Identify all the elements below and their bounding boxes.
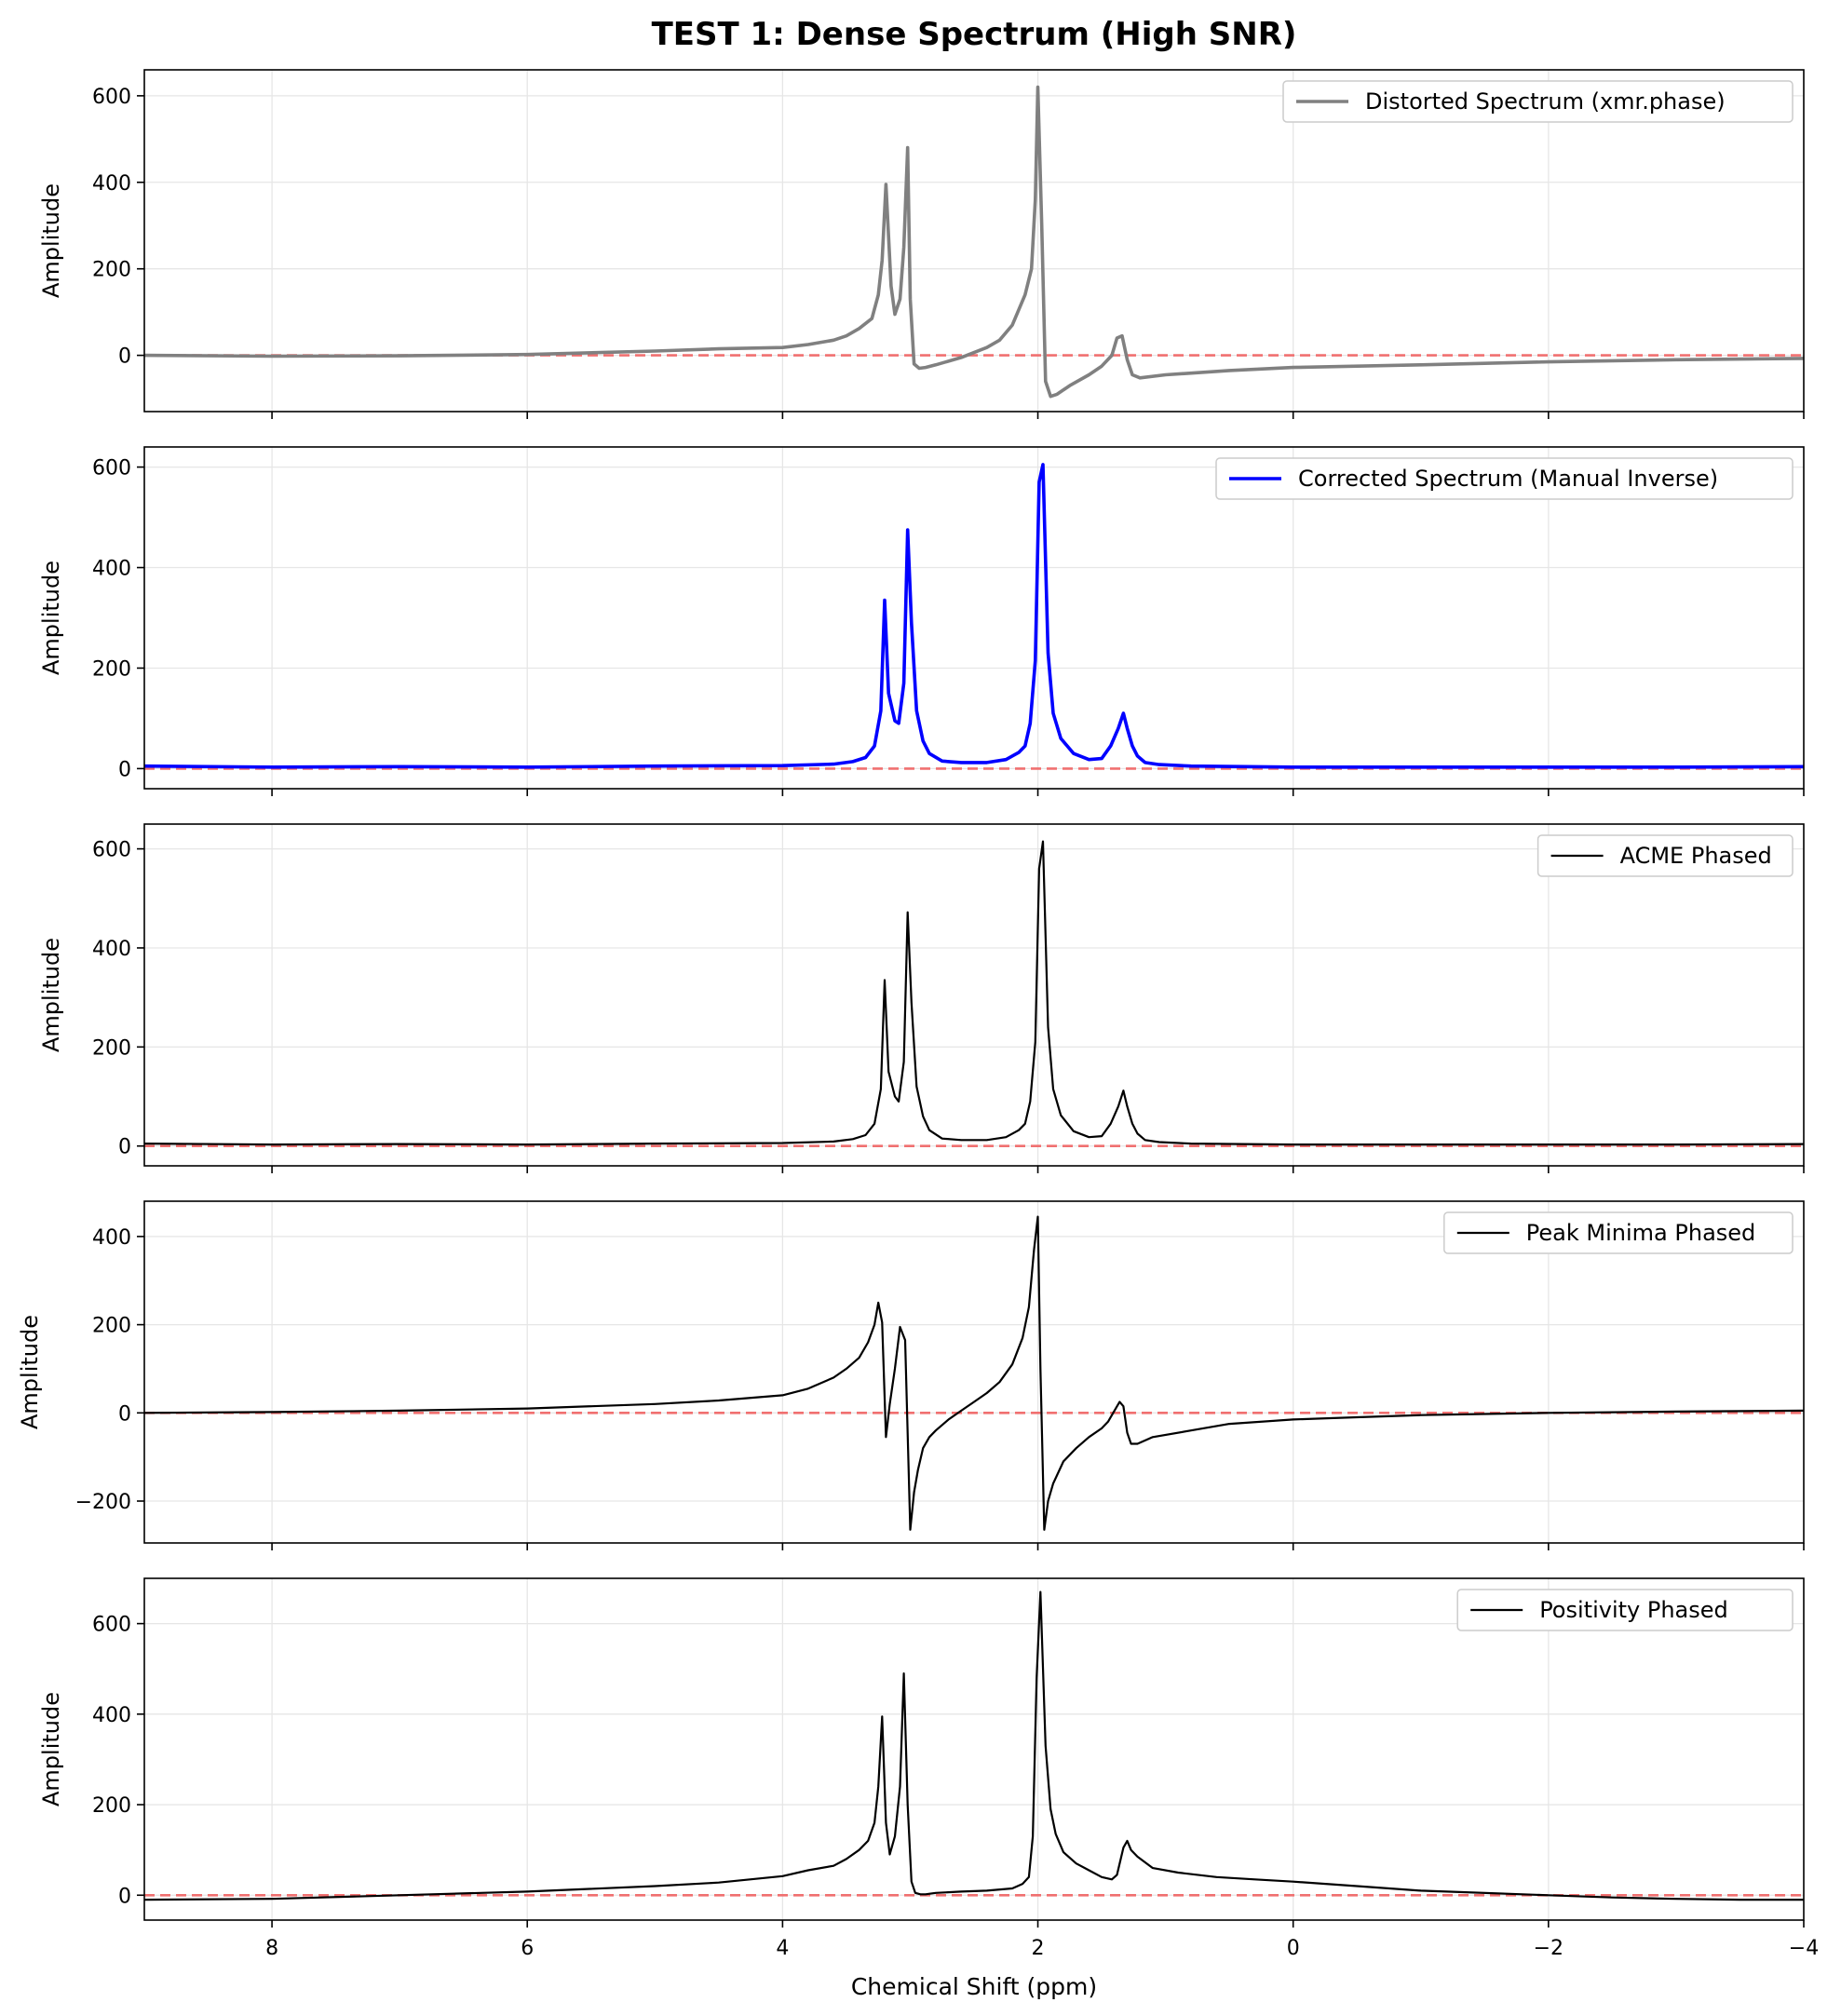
x-axis-label: Chemical Shift (ppm)	[851, 1973, 1097, 2000]
axes-frame	[143, 69, 1805, 413]
y-axis-label: Amplitude	[17, 1315, 43, 1429]
y-axis-label: Amplitude	[38, 1692, 64, 1806]
axes-frame	[143, 446, 1805, 790]
legend-label: Corrected Spectrum (Manual Inverse)	[1298, 466, 1718, 492]
y-tick-label: 600	[92, 839, 131, 862]
series-line	[143, 85, 1805, 399]
x-tick-label: 4	[776, 1937, 789, 1960]
panel-1: 0 200 400 600 Amplitude Distorted Spectrum (x…	[38, 69, 1805, 419]
legend-box	[1215, 457, 1794, 500]
legend-box	[1536, 834, 1794, 877]
axes-frame	[143, 823, 1805, 1167]
y-tick-label: 400	[92, 938, 131, 961]
x-tick-label: 8	[265, 1937, 278, 1960]
legend-box	[1282, 80, 1794, 123]
y-tick-label: 400	[92, 558, 131, 581]
series-line	[143, 840, 1805, 1146]
y-tick-label: 0	[118, 758, 131, 781]
legend-box	[1443, 1211, 1794, 1254]
series-line	[143, 1590, 1804, 1901]
y-tick-label: 600	[92, 1614, 131, 1637]
y-tick-label: 0	[118, 345, 131, 369]
figure-title: TEST 1: Dense Spectrum (High SNR)	[652, 16, 1297, 53]
x-tick-label: 0	[1287, 1937, 1300, 1960]
y-tick-label: 200	[92, 657, 131, 681]
y-tick-label: 200	[92, 1794, 131, 1818]
legend-label: Peak Minima Phased	[1526, 1220, 1755, 1246]
y-tick-label: 200	[92, 1315, 131, 1338]
y-axis-label: Amplitude	[38, 183, 64, 298]
y-tick-label: 600	[92, 86, 131, 109]
legend-label: Positivity Phased	[1539, 1597, 1728, 1623]
y-tick-label: 400	[92, 172, 131, 196]
panel-5: 0 200 400 600 8 6 4 2 0 −2 −4 Amplitude Positivity P…	[38, 1577, 1819, 1960]
y-tick-label: 400	[92, 1704, 131, 1727]
panel-2: 0 200 400 600 Amplitude Corrected Spectrum (M…	[38, 446, 1805, 796]
y-tick-label: 200	[92, 1036, 131, 1060]
legend-label: Distorted Spectrum (xmr.phase)	[1365, 88, 1726, 115]
panel-4: −200 0 200 400 Amplitude Peak Minima Phased	[17, 1200, 1805, 1550]
y-tick-label: 0	[118, 1402, 131, 1426]
series-line	[143, 1215, 1805, 1531]
x-tick-label: −4	[1789, 1937, 1819, 1960]
panel-3: 0 200 400 600 Amplitude ACME Phased	[38, 823, 1805, 1173]
series-line	[143, 463, 1805, 769]
y-tick-label: 600	[92, 457, 131, 480]
x-tick-label: 6	[521, 1937, 534, 1960]
y-tick-label: 400	[92, 1226, 131, 1250]
y-axis-label: Amplitude	[38, 938, 64, 1052]
legend-box	[1456, 1589, 1794, 1631]
x-tick-label: 2	[1032, 1937, 1045, 1960]
y-tick-label: 0	[118, 1136, 131, 1159]
y-tick-label: 200	[92, 259, 131, 282]
y-tick-label: 0	[118, 1885, 131, 1908]
axes-frame	[143, 1200, 1805, 1544]
axes-frame	[143, 1577, 1805, 1921]
x-tick-label: −2	[1534, 1937, 1563, 1960]
y-axis-label: Amplitude	[38, 561, 64, 675]
legend-label: ACME Phased	[1620, 843, 1772, 869]
y-tick-label: −200	[75, 1491, 131, 1514]
